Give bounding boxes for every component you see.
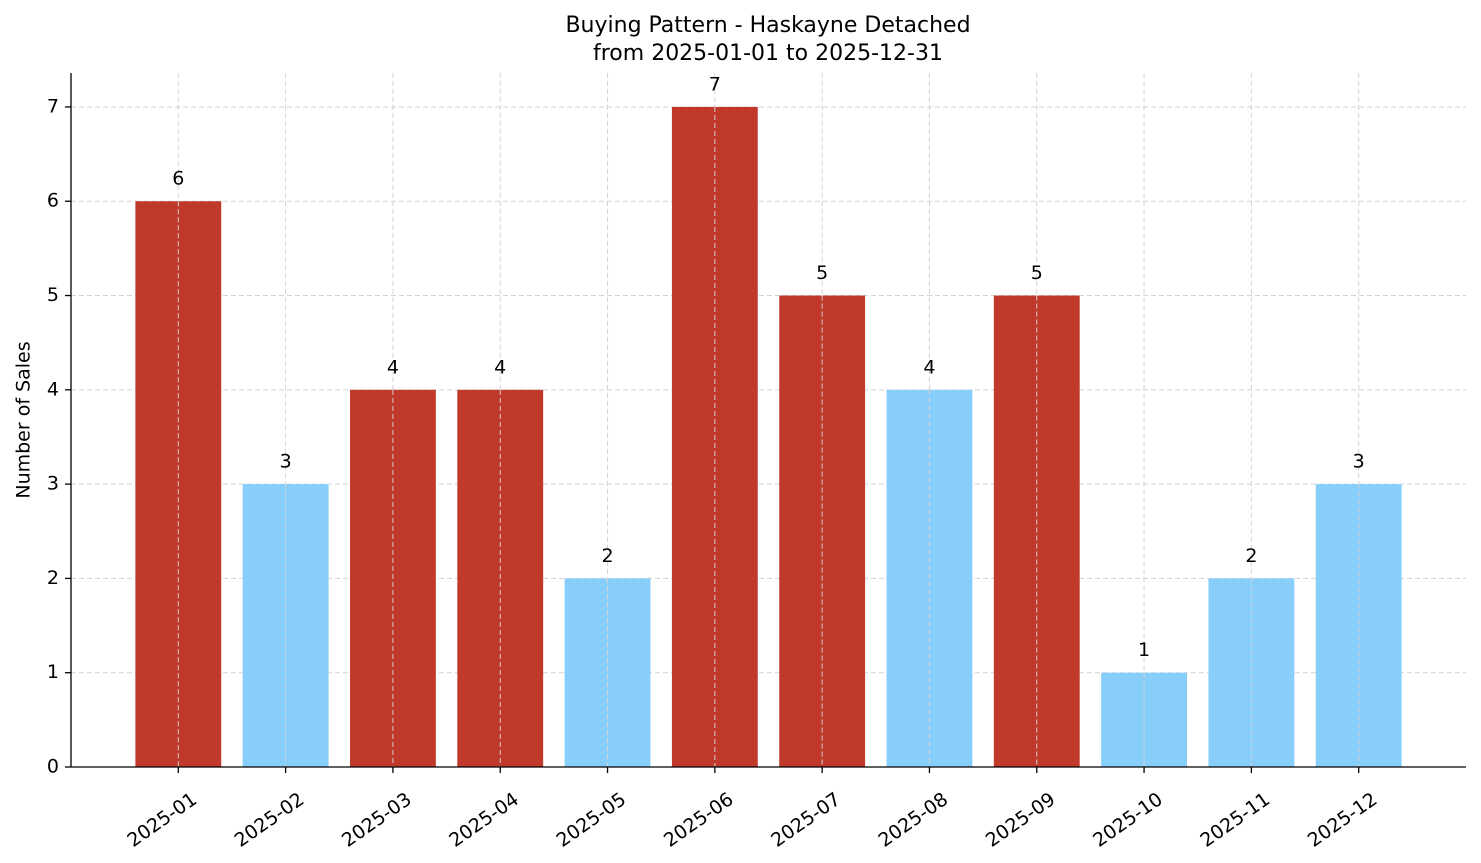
x-tick-label: 2025-09	[982, 788, 1060, 852]
data-label: 5	[1031, 262, 1043, 284]
data-label: 2	[601, 545, 613, 567]
data-label: 5	[816, 262, 828, 284]
y-tick-label: 2	[47, 567, 59, 589]
chart-title: Buying Pattern - Haskayne Detached	[565, 13, 970, 38]
bar	[1101, 672, 1187, 767]
y-tick-label: 0	[47, 756, 59, 778]
data-label: 6	[172, 168, 184, 190]
y-tick-label: 3	[47, 473, 59, 495]
y-tick-label: 5	[47, 284, 59, 306]
data-label: 4	[923, 356, 935, 378]
data-label: 3	[280, 451, 292, 473]
y-tick-label: 7	[47, 95, 59, 117]
data-label: 4	[387, 356, 399, 378]
x-tick-label: 2025-04	[445, 788, 523, 852]
x-tick-label: 2025-01	[123, 788, 201, 852]
x-tick-label: 2025-02	[231, 788, 309, 852]
x-tick-label: 2025-12	[1304, 788, 1382, 852]
x-tick-label: 2025-05	[553, 788, 631, 852]
data-label: 7	[709, 73, 721, 95]
data-label: 4	[494, 356, 506, 378]
x-tick-label: 2025-08	[874, 788, 952, 852]
x-tick-label: 2025-03	[338, 788, 416, 852]
data-label: 3	[1353, 451, 1365, 473]
y-axis-label: Number of Sales	[13, 341, 35, 498]
bar	[564, 578, 651, 767]
data-label: 1	[1138, 639, 1150, 661]
y-tick-label: 6	[47, 190, 59, 212]
x-tick-label: 2025-11	[1196, 788, 1274, 852]
x-tick-label: 2025-07	[767, 788, 845, 852]
y-tick-label: 1	[47, 661, 59, 683]
bar	[1208, 578, 1295, 767]
x-tick-label: 2025-10	[1089, 788, 1167, 852]
chart-subtitle: from 2025-01-01 to 2025-12-31	[593, 41, 943, 66]
x-tick-label: 2025-06	[660, 788, 738, 852]
y-tick-label: 4	[47, 378, 59, 400]
data-label: 2	[1245, 545, 1257, 567]
